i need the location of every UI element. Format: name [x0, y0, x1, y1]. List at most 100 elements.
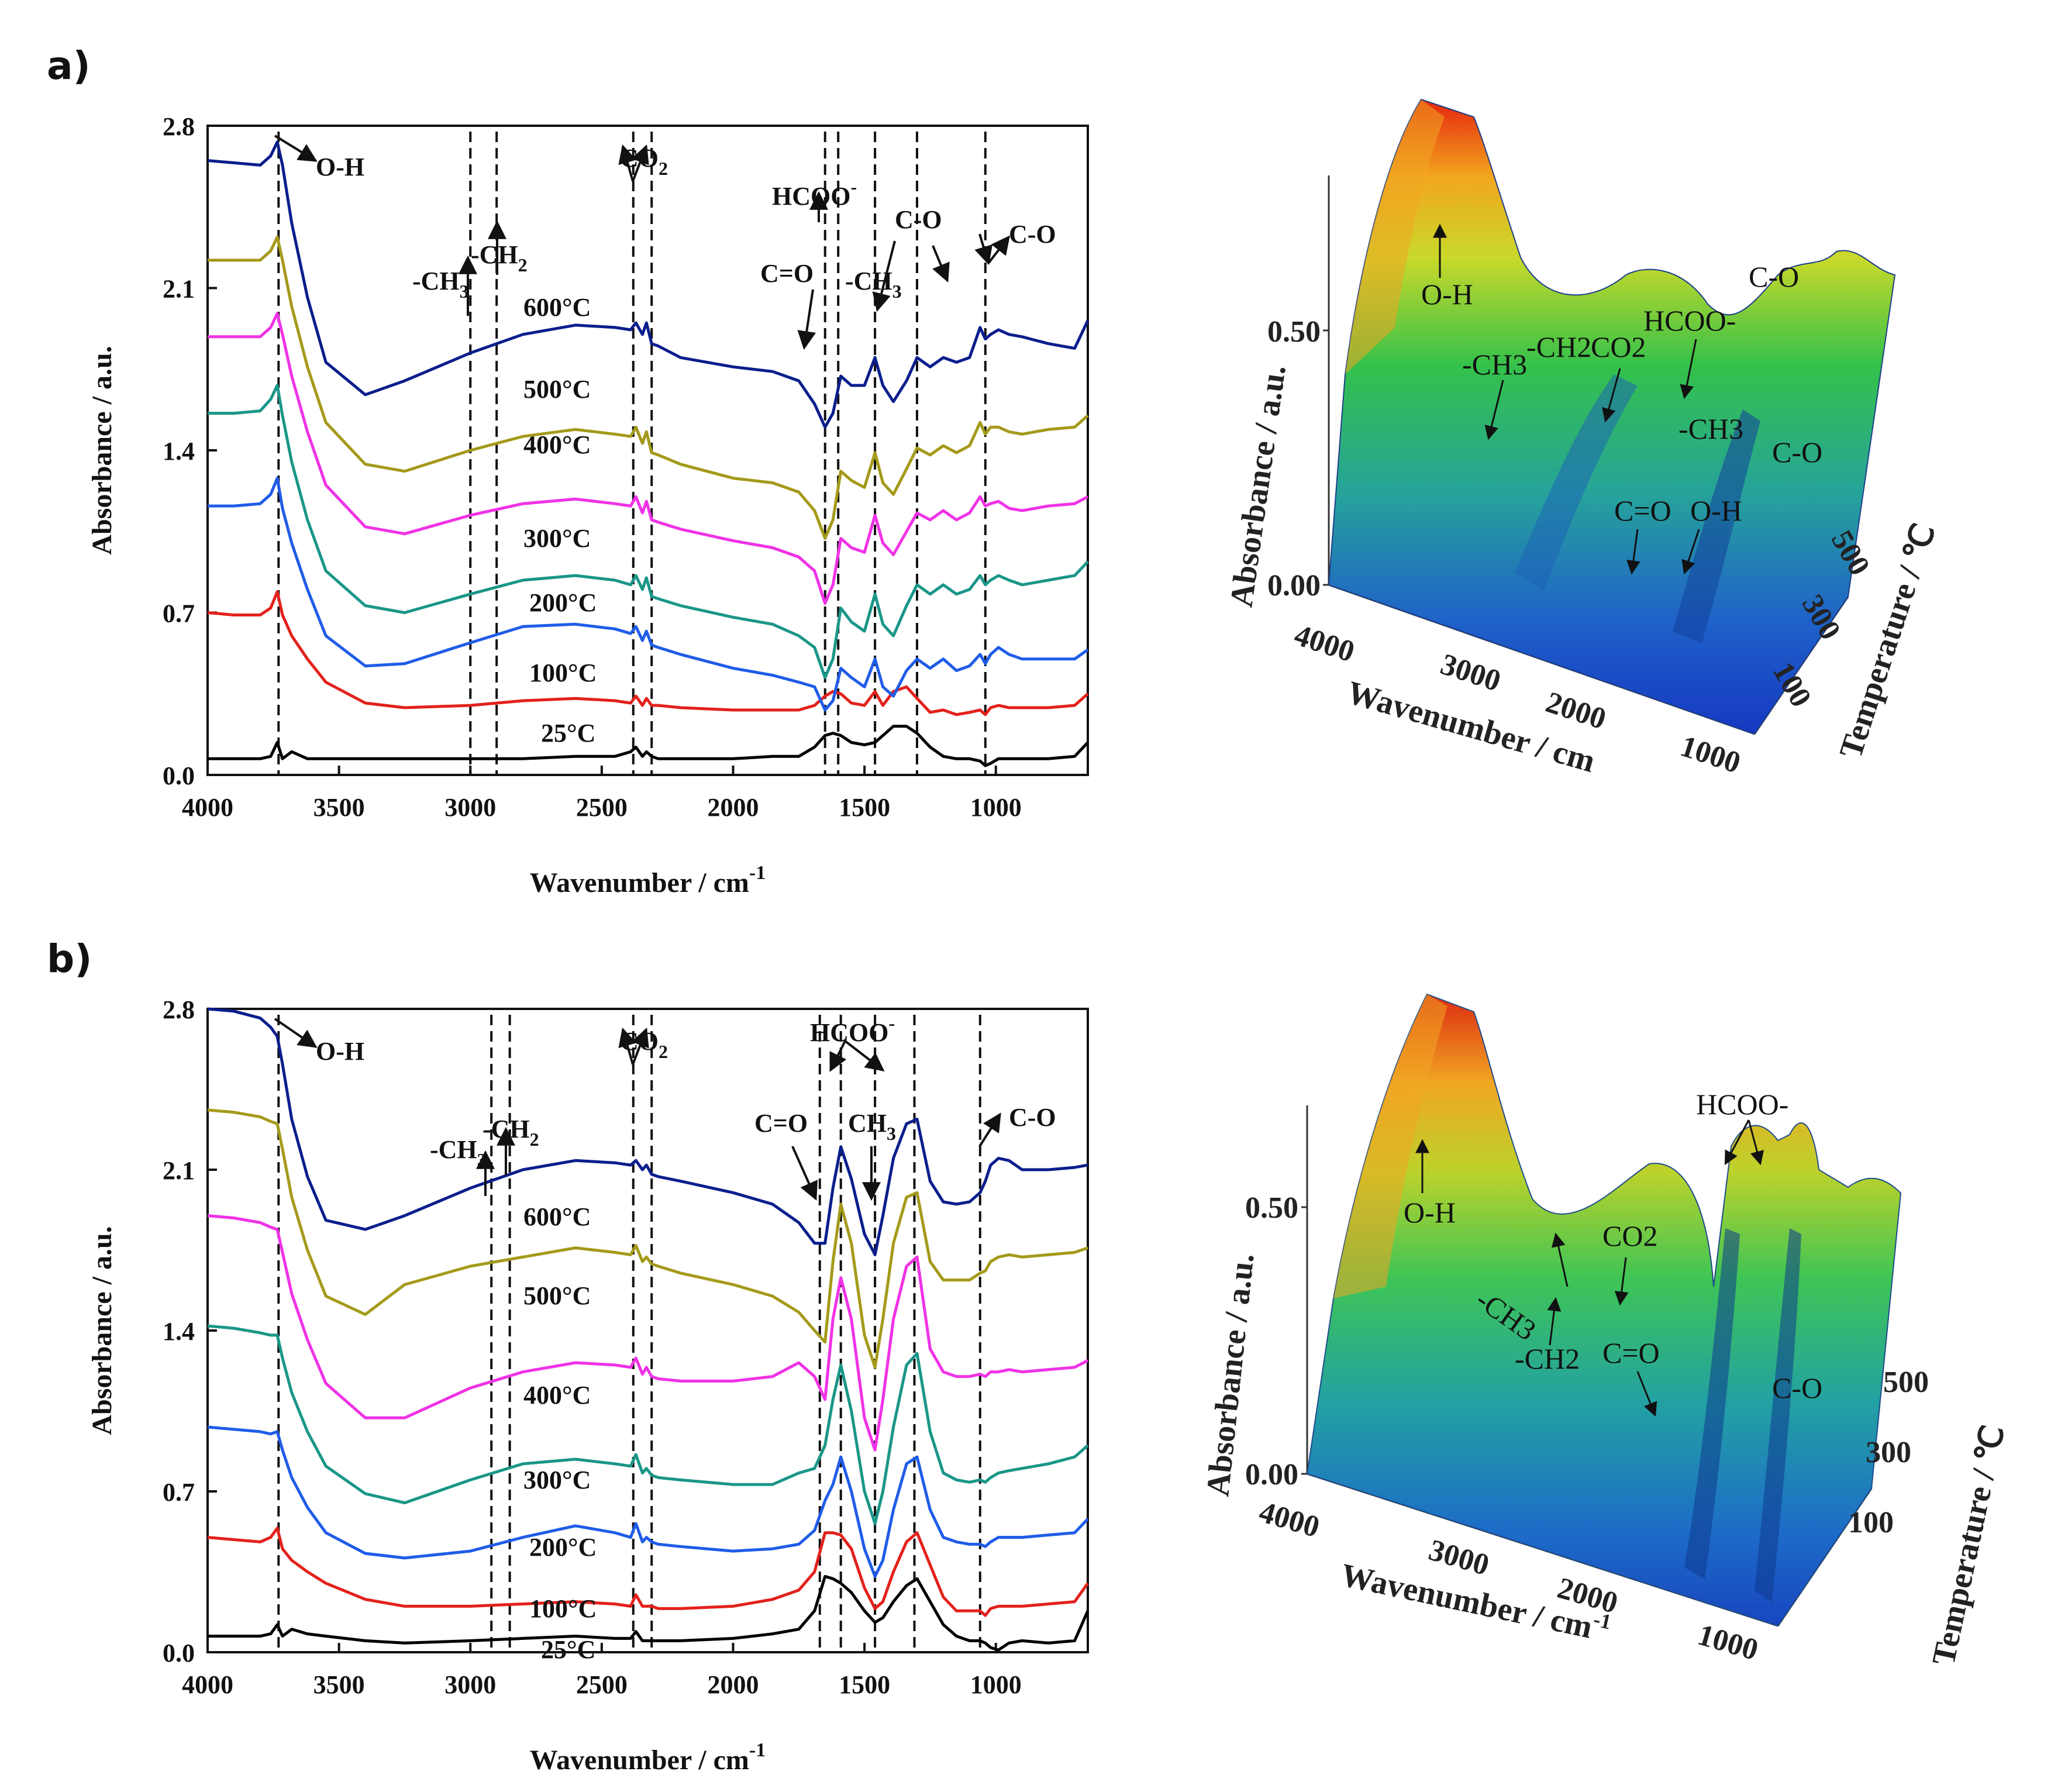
surface-a-xtick-3: 1000 [1676, 729, 1745, 780]
surface-plot-b: 0.50 0.00 4000 3000 2000 1000 500 300 10… [1200, 993, 2012, 1669]
band-annotation-sub: 2 [659, 1041, 668, 1062]
annotation-arrow [631, 1028, 649, 1065]
surface-a-ann-ch3: -CH3 [1462, 348, 1527, 381]
series-label-100: 100°C [529, 659, 597, 687]
band-annotation-sub: 2 [659, 158, 668, 179]
band-annotation-text: O-H [316, 1037, 364, 1066]
series-label-500: 500°C [523, 1281, 591, 1310]
series-line-500 [207, 1108, 1088, 1369]
annotation-arrow [829, 1040, 847, 1072]
band-annotation-sub: - [850, 176, 857, 197]
x-axis-title-sup: -1 [749, 862, 766, 884]
series-line-300 [208, 384, 1089, 679]
band-annotation-sub: 3 [460, 281, 469, 302]
series-label-600: 600°C [523, 293, 591, 322]
x-axis-title-text: Wavenumber / cm [530, 867, 749, 898]
y-axis-title: Absorbance / a.u. [87, 346, 118, 554]
line-chart-a: 4000 3500 3000 2500 2000 1500 1000 0.0 0.7 1.4 2.1… [87, 112, 1090, 898]
x-tick-label: 3000 [444, 1670, 496, 1699]
plot-frame [206, 1008, 1089, 1653]
x-axis-title: Wavenumber / cm-1 [530, 1739, 766, 1776]
band-annotation: -CH2 [482, 1115, 539, 1150]
series-line-400 [207, 1214, 1089, 1452]
surface-a-xtick-2: 2000 [1542, 685, 1610, 736]
band-annotation-text: O-H [316, 153, 364, 181]
band-annotation: C-O [1009, 1103, 1056, 1132]
x-tick-label: 2500 [576, 793, 628, 822]
x-tick-label: 3000 [444, 793, 496, 822]
band-annotation-text: -CH [471, 240, 518, 269]
panel-label-a: a) [47, 43, 91, 88]
band-annotation: HCOO- [810, 1012, 895, 1047]
series-label-300: 300°C [523, 1466, 591, 1494]
surface-a-ann-ch2: -CH2 [1526, 330, 1591, 363]
series-label-400: 400°C [523, 1381, 591, 1410]
surface-a-valley-2 [1673, 409, 1760, 643]
surface-a-xtick-1: 3000 [1436, 647, 1505, 698]
surface-a-oh-ridge [1345, 99, 1445, 374]
line-chart-b: 4000 3500 3000 2500 2000 1500 1000 0.0 0.7 1.4 2.1… [87, 995, 1090, 1776]
annotation-arrow [932, 245, 950, 282]
band-annotation-text: C=O [760, 259, 814, 288]
series-line-200 [207, 1425, 1089, 1578]
surface-b-ann-oh: O-H [1404, 1196, 1456, 1229]
series-line-25 [208, 725, 1089, 767]
y-tick-label: 2.8 [163, 995, 195, 1024]
y-tick-label: 0.0 [163, 761, 195, 790]
series-line-500 [208, 235, 1089, 540]
band-annotation: O-H [316, 153, 364, 181]
surface-b-ann-c=o: C=O [1602, 1336, 1660, 1369]
x-tick-label: 2000 [708, 793, 759, 822]
band-annotation: -CH3 [430, 1135, 487, 1170]
surface-b-ann-co: C-O [1772, 1371, 1822, 1404]
surface-a-ann-co-2: C-O [1772, 436, 1822, 468]
surface-b-ann-hcoo: HCOO- [1696, 1088, 1788, 1121]
annotation-arrow [872, 240, 896, 312]
series-label-300: 300°C [523, 524, 591, 553]
x-tick-label: 1000 [970, 1670, 1022, 1699]
x-axis-title-text: Wavenumber / cm [530, 1745, 749, 1776]
surface-b-ztick-0: 0.50 [1245, 1191, 1298, 1225]
surface-a-ann-hcoo: HCOO- [1643, 304, 1736, 337]
surface-b-ann-ch2: -CH2 [1515, 1342, 1580, 1375]
y-tick-label: 0.7 [163, 1478, 195, 1507]
x-tick-label: 3500 [313, 1670, 365, 1699]
series-line-25 [208, 1574, 1090, 1652]
x-tick-label: 4000 [182, 1670, 233, 1699]
band-annotation: O-H [316, 1037, 364, 1066]
surface-a-ann-oh-2: O-H [1690, 494, 1742, 527]
band-annotation: -CH2 [471, 240, 528, 275]
surface-b-valley-2 [1755, 1228, 1801, 1603]
surface-a-ann-co2: CO2 [1591, 330, 1646, 363]
band-annotation-sub: 3 [892, 281, 902, 302]
y-tick-label: 2.8 [163, 112, 195, 141]
surface-a-ann-co-top: C-O [1749, 260, 1799, 293]
x-tick-label: 1000 [970, 793, 1022, 822]
annotation-arrow [631, 144, 649, 182]
series-label-25: 25°C [541, 1635, 595, 1664]
band-annotation-text: C-O [1009, 220, 1056, 249]
y-tick-label: 1.4 [163, 1317, 195, 1346]
band-annotation-text: HCOO [772, 182, 850, 211]
annotation-arrow [844, 1040, 885, 1071]
series-line-100 [207, 1526, 1090, 1617]
surface-b-ztick-1: 0.00 [1245, 1458, 1298, 1491]
band-annotation-text: C=O [754, 1109, 808, 1138]
band-annotation-text: CH [848, 1109, 887, 1138]
band-annotation: C=O [760, 259, 814, 288]
x-tick-label: 3500 [313, 793, 365, 822]
band-annotation-text: C-O [895, 205, 942, 234]
x-tick-label: 4000 [182, 793, 233, 822]
surface-a-ztick-1: 0.00 [1267, 569, 1321, 602]
surface-a-valley [1515, 374, 1638, 591]
x-tick-label: 2500 [576, 1670, 628, 1699]
x-tick-label: 1500 [839, 1670, 890, 1699]
x-axis-title: Wavenumber / cm-1 [530, 862, 766, 898]
annotation-arrow [978, 1112, 1001, 1147]
band-annotation: C-O [895, 205, 942, 234]
annotation-arrow [274, 135, 318, 162]
annotation-arrow [791, 1146, 818, 1201]
surface-plot-a: 0.50 0.00 4000 3000 2000 1000 500 300 10… [1223, 98, 1942, 780]
series-label-500: 500°C [523, 375, 591, 404]
x-tick-label: 2000 [708, 1670, 759, 1699]
